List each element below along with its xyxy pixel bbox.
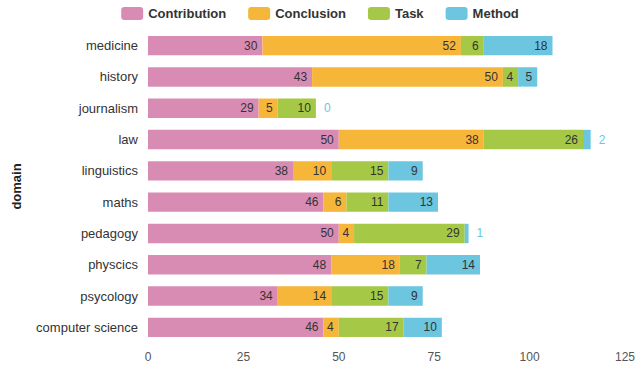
svg-text:4: 4 [342,226,349,240]
svg-text:43: 43 [294,70,308,84]
svg-text:29: 29 [240,101,254,115]
svg-text:13: 13 [420,195,434,209]
svg-text:52: 52 [443,39,457,53]
svg-text:46: 46 [305,195,319,209]
svg-text:18: 18 [534,39,548,53]
svg-text:physcics: physcics [88,257,138,272]
svg-text:9: 9 [411,164,418,178]
svg-text:50: 50 [320,226,334,240]
svg-text:5: 5 [266,101,273,115]
svg-text:38: 38 [275,164,289,178]
svg-text:0: 0 [324,101,331,115]
svg-text:10: 10 [313,164,327,178]
svg-text:Conclusion: Conclusion [275,6,346,21]
svg-text:law: law [118,132,138,147]
svg-text:Method: Method [473,6,519,21]
svg-text:pedagogy: pedagogy [81,226,139,241]
svg-text:100: 100 [520,350,540,364]
svg-text:48: 48 [313,258,327,272]
svg-text:4: 4 [506,70,513,84]
svg-text:15: 15 [370,164,384,178]
svg-text:11: 11 [371,195,384,209]
svg-text:15: 15 [370,289,384,303]
svg-text:38: 38 [465,133,479,147]
svg-text:17: 17 [385,320,399,334]
svg-text:domain: domain [9,163,24,209]
svg-text:1: 1 [477,226,484,240]
svg-text:Contribution: Contribution [148,6,226,21]
svg-text:75: 75 [428,350,442,364]
svg-text:history: history [100,69,139,84]
svg-text:10: 10 [423,320,437,334]
svg-text:computer science: computer science [36,320,138,335]
svg-text:34: 34 [259,289,273,303]
svg-text:14: 14 [462,258,476,272]
svg-text:29: 29 [446,226,460,240]
svg-text:9: 9 [411,289,418,303]
svg-text:4: 4 [327,320,334,334]
svg-text:2: 2 [599,133,606,147]
svg-text:25: 25 [237,350,251,364]
svg-text:50: 50 [485,70,499,84]
svg-text:50: 50 [320,133,334,147]
svg-text:6: 6 [335,195,342,209]
svg-text:Task: Task [395,6,424,21]
svg-text:18: 18 [381,258,395,272]
svg-text:7: 7 [415,258,422,272]
svg-text:medicine: medicine [86,38,138,53]
svg-text:10: 10 [298,101,312,115]
svg-text:psycology: psycology [80,289,138,304]
svg-text:maths: maths [103,195,139,210]
svg-text:0: 0 [145,350,152,364]
svg-text:50: 50 [332,350,346,364]
svg-text:30: 30 [244,39,258,53]
svg-text:linguistics: linguistics [82,163,139,178]
svg-text:125: 125 [615,350,635,364]
svg-text:46: 46 [305,320,319,334]
svg-text:6: 6 [472,39,479,53]
svg-text:14: 14 [313,289,327,303]
svg-text:journalism: journalism [78,101,138,116]
svg-text:5: 5 [526,70,533,84]
svg-text:26: 26 [565,133,579,147]
